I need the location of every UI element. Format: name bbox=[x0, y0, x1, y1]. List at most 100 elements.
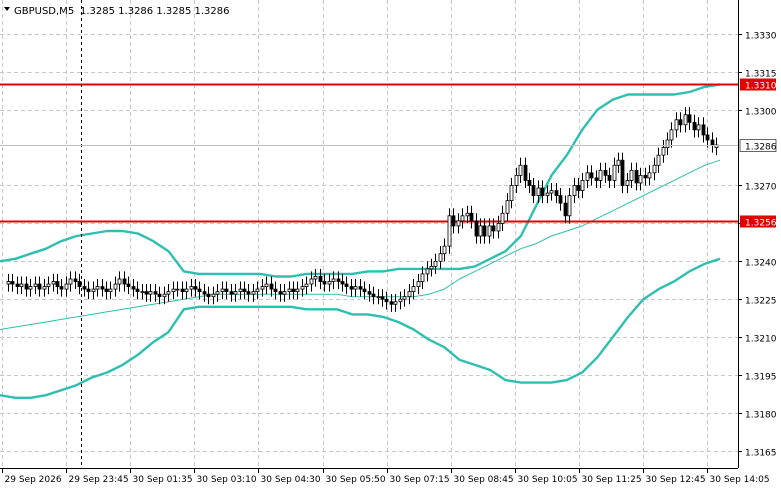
candle-body-bull bbox=[255, 288, 260, 293]
time-tick-label: 30 Sep 14:05 bbox=[710, 475, 770, 485]
symbol-label: GBPUSD,M5 bbox=[14, 6, 74, 17]
candle-body-bear bbox=[491, 225, 496, 232]
price-axis[interactable]: 1.33301.33151.33001.32701.32551.32401.32… bbox=[738, 32, 777, 459]
candlesticks bbox=[6, 107, 719, 312]
candle-body-bear bbox=[705, 134, 710, 141]
candle-body-bull bbox=[331, 278, 336, 282]
candle-body-bull bbox=[309, 278, 314, 285]
price-tick-label: 1.3330 bbox=[745, 32, 777, 42]
candle-body-bull bbox=[465, 212, 470, 217]
candle-body-bull bbox=[425, 268, 430, 275]
candle-body-bull bbox=[429, 265, 434, 270]
horizontal-levels[interactable] bbox=[0, 83, 738, 223]
candle-body-bear bbox=[589, 172, 594, 179]
candle-body-bull bbox=[500, 212, 505, 224]
candle-body-bear bbox=[278, 291, 283, 295]
candle-body-bull bbox=[669, 129, 674, 141]
candle-body-bull bbox=[113, 283, 118, 290]
candle-body-bear bbox=[367, 291, 372, 295]
candle-body-bear bbox=[193, 286, 198, 290]
price-tick-label: 1.3225 bbox=[745, 297, 777, 307]
candle-body-bull bbox=[438, 253, 443, 262]
candle-body-bull bbox=[264, 283, 269, 287]
candle-body-bear bbox=[291, 288, 296, 293]
candle-body-bull bbox=[251, 291, 256, 295]
candle-body-bear bbox=[692, 121, 697, 131]
level-price-tag bbox=[740, 78, 776, 91]
candle-body-bear bbox=[322, 281, 327, 285]
candle-body-bear bbox=[384, 298, 389, 303]
candle-body-bull bbox=[393, 301, 398, 305]
candle-body-bull bbox=[625, 180, 630, 186]
candle-body-bear bbox=[474, 220, 479, 237]
candle-body-bear bbox=[451, 215, 456, 227]
time-tick-label: 30 Sep 05:50 bbox=[326, 475, 386, 485]
candle-body-bull bbox=[407, 291, 412, 298]
candle-body-bear bbox=[144, 291, 149, 295]
dropdown-triangle-icon[interactable] bbox=[4, 7, 10, 11]
candle-body-bull bbox=[567, 195, 572, 217]
time-tick-label: 30 Sep 03:10 bbox=[197, 475, 257, 485]
candle-body-bull bbox=[353, 286, 358, 290]
candle-body-bull bbox=[287, 288, 292, 293]
candle-body-bull bbox=[647, 172, 652, 179]
candle-body-bull bbox=[460, 215, 465, 222]
time-tick-label: 30 Sep 10:05 bbox=[518, 475, 578, 485]
price-tick-label: 1.3165 bbox=[745, 449, 777, 459]
candle-body-bull bbox=[91, 288, 96, 293]
candle-body-bull bbox=[629, 169, 634, 181]
candle-body-bull bbox=[304, 283, 309, 287]
time-tick-label: 30 Sep 08:45 bbox=[454, 475, 514, 485]
candle-body-bull bbox=[313, 276, 318, 280]
candle-body-bear bbox=[73, 278, 78, 282]
candle-body-bear bbox=[77, 281, 82, 287]
candle-body-bull bbox=[402, 296, 407, 300]
candle-body-bull bbox=[184, 288, 189, 293]
price-tick-label: 1.3180 bbox=[745, 411, 777, 421]
candle-body-bear bbox=[607, 174, 612, 181]
price-tick-label: 1.3300 bbox=[745, 108, 777, 118]
candle-body-bull bbox=[220, 288, 225, 293]
candle-body-bull bbox=[612, 164, 617, 181]
candle-body-bear bbox=[82, 286, 87, 290]
candle-body-bull bbox=[478, 225, 483, 237]
bollinger-upper-line bbox=[0, 83, 721, 278]
candle-body-bull bbox=[514, 174, 519, 186]
candle-body-bear bbox=[349, 286, 354, 290]
bollinger-bands bbox=[0, 83, 721, 399]
candle-body-bear bbox=[269, 283, 274, 290]
price-labels: 1.3310 1.3256 1.3286 bbox=[0, 78, 777, 229]
candle-body-bull bbox=[68, 278, 73, 285]
candle-body-bull bbox=[487, 225, 492, 237]
candle-body-bull bbox=[215, 291, 220, 295]
plot-background bbox=[0, 0, 738, 468]
candle-body-bear bbox=[24, 283, 29, 290]
candle-body-bull bbox=[447, 215, 452, 247]
candle-body-bull bbox=[416, 281, 421, 287]
time-tick-label: 30 Sep 11:25 bbox=[582, 475, 642, 485]
candle-body-bull bbox=[46, 283, 51, 287]
candle-body-bull bbox=[674, 119, 679, 131]
candle-body-bull bbox=[411, 286, 416, 293]
time-tick-label: 30 Sep 07:15 bbox=[390, 475, 450, 485]
candle-body-bull bbox=[665, 139, 670, 148]
candle-body-bear bbox=[482, 225, 487, 237]
candle-body-bear bbox=[131, 286, 136, 290]
level-price-label: 1.3310 bbox=[745, 82, 777, 92]
candle-body-bull bbox=[420, 273, 425, 282]
candle-body-bull bbox=[42, 286, 47, 290]
candle-body-bull bbox=[211, 293, 216, 298]
candle-body-bear bbox=[318, 276, 323, 282]
candle-body-bear bbox=[273, 288, 278, 293]
candle-body-bull bbox=[117, 278, 122, 285]
candle-body-bull bbox=[572, 185, 577, 196]
candle-body-bear bbox=[202, 291, 207, 295]
candle-body-bull bbox=[456, 220, 461, 227]
candle-body-bear bbox=[523, 164, 528, 181]
candle-body-bull bbox=[51, 281, 56, 285]
candle-body-bear bbox=[710, 139, 715, 146]
candle-body-bear bbox=[362, 288, 367, 293]
time-axis[interactable]: 29 Sep 2026 29 Sep 23:45 30 Sep 01:35 30 Se… bbox=[2, 468, 770, 485]
